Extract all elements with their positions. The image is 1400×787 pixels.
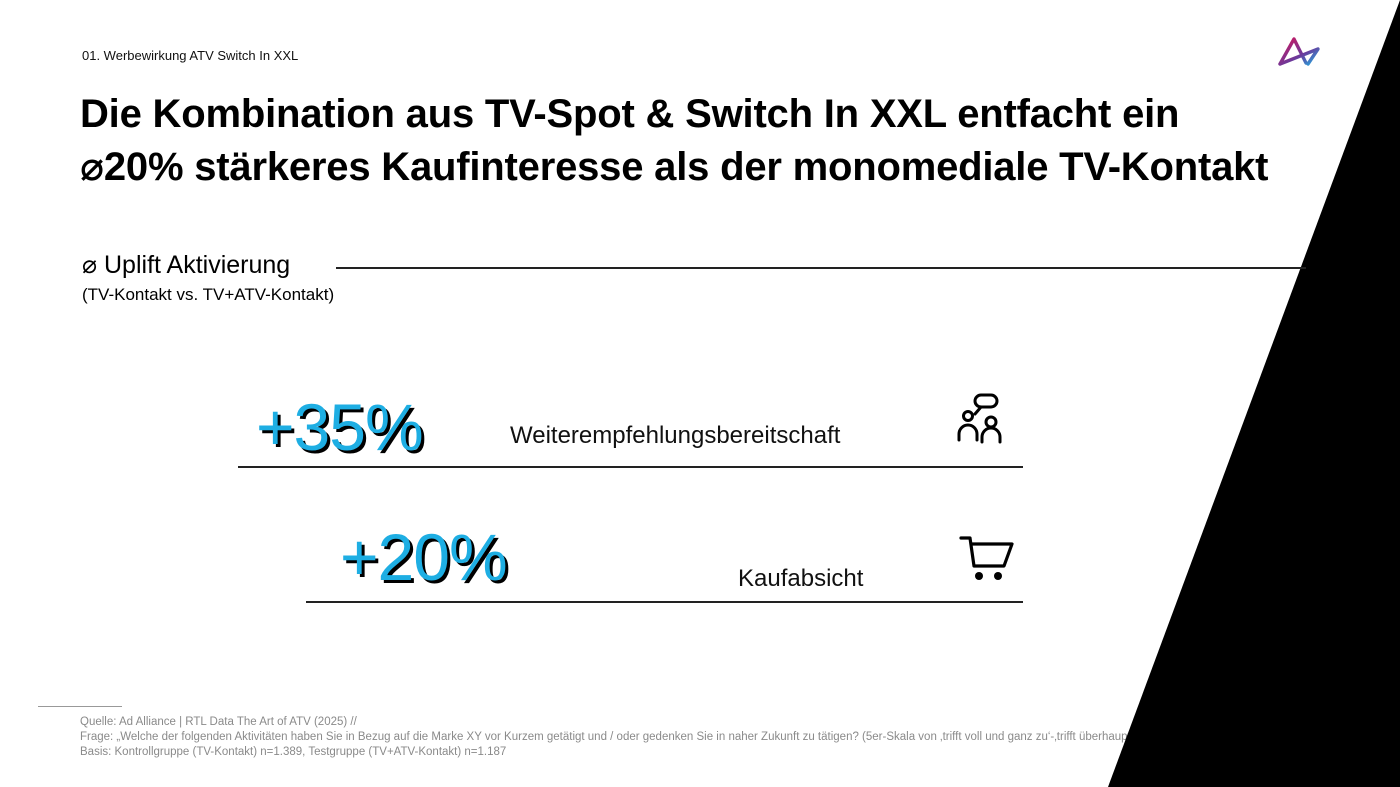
footnote-basis: Basis: Kontrollgruppe (TV-Kontakt) n=1.3… — [80, 746, 507, 758]
kpi-label-purchase-intent: Kaufabsicht — [738, 565, 864, 592]
headline-line-2: ⌀20% stärkeres Kaufinteresse als der mon… — [80, 145, 1269, 189]
footnote-source: Quelle: Ad Alliance | RTL Data The Art o… — [80, 716, 357, 728]
headline-line-1: Die Kombination aus TV-Spot & Switch In … — [80, 92, 1180, 136]
shopping-cart-icon — [959, 536, 1014, 580]
people-chat-icon — [957, 393, 1002, 444]
kpi-value-purchase-intent: +20% — [340, 520, 508, 594]
uplift-subtitle: (TV-Kontakt vs. TV+ATV-Kontakt) — [82, 285, 335, 304]
kpi-divider-recommendation — [238, 466, 1023, 468]
kpi-value-recommendation: +35% — [256, 390, 424, 464]
kpi-label-recommendation: Weiterempfehlungsbereitschaft — [510, 422, 841, 449]
uplift-title: ⌀ Uplift Aktivierung — [82, 251, 291, 279]
ad-alliance-logo-icon — [1278, 37, 1320, 66]
uplift-divider — [336, 267, 1306, 269]
kpi-divider-purchase-intent — [306, 601, 1023, 603]
footnote-question: Frage: „Welche der folgenden Aktivitäten… — [80, 731, 1258, 743]
section-label: 01. Werbewirkung ATV Switch In XXL — [82, 48, 299, 63]
footnote: Quelle: Ad Alliance | RTL Data The Art o… — [80, 715, 1300, 760]
footer-divider — [38, 706, 122, 707]
page-title: Die Kombination aus TV-Spot & Switch In … — [80, 88, 1320, 194]
